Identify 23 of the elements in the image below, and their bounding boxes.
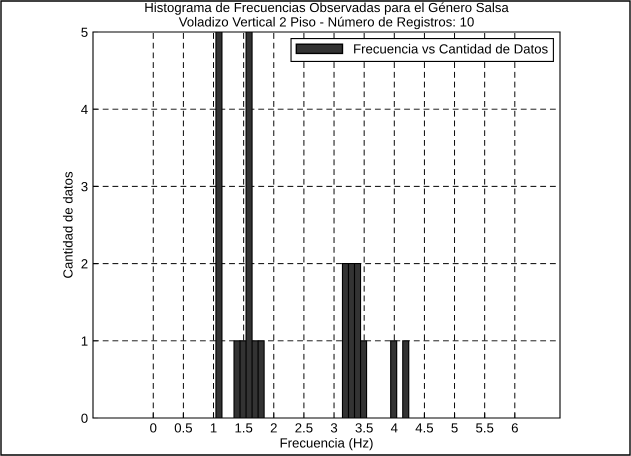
y-axis-title: Cantidad de datos [62, 172, 73, 278]
x-tick-label: 5.5 [476, 423, 494, 433]
x-tick-label: 5 [451, 423, 458, 433]
x-tick-label: 0.5 [174, 423, 192, 433]
y-tick-label: 5 [81, 28, 88, 37]
x-tick-label: 0 [150, 423, 156, 433]
x-axis-title: Frecuencia (Hz) [280, 438, 373, 450]
y-tick-label: 3 [81, 182, 88, 192]
x-tick-label: 2 [270, 423, 277, 432]
x-tick-label: 3.5 [355, 423, 373, 433]
x-tick-label: 3 [330, 423, 338, 433]
y-tick-label: 2 [81, 259, 88, 268]
y-tick-label: 4 [81, 104, 88, 114]
x-tick-label: 1 [210, 423, 217, 432]
y-tick-label: 0 [81, 414, 88, 423]
x-tick-label: 1.5 [235, 423, 252, 433]
chart-title: Histograma de Frecuencias Observadas para el Género Salsa Voladizo Vertical 2 Piso - Número de Registros: 10 [145, 2, 509, 30]
y-tick-label: 1 [82, 336, 88, 346]
x-tick-label: 4 [390, 423, 398, 432]
legend-label: Frecuencia vs Cantidad de Datos [354, 44, 548, 54]
x-tick-label: 2.5 [295, 423, 313, 433]
x-tick-label: 6 [512, 423, 518, 433]
x-tick-label: 4.5 [416, 423, 434, 433]
